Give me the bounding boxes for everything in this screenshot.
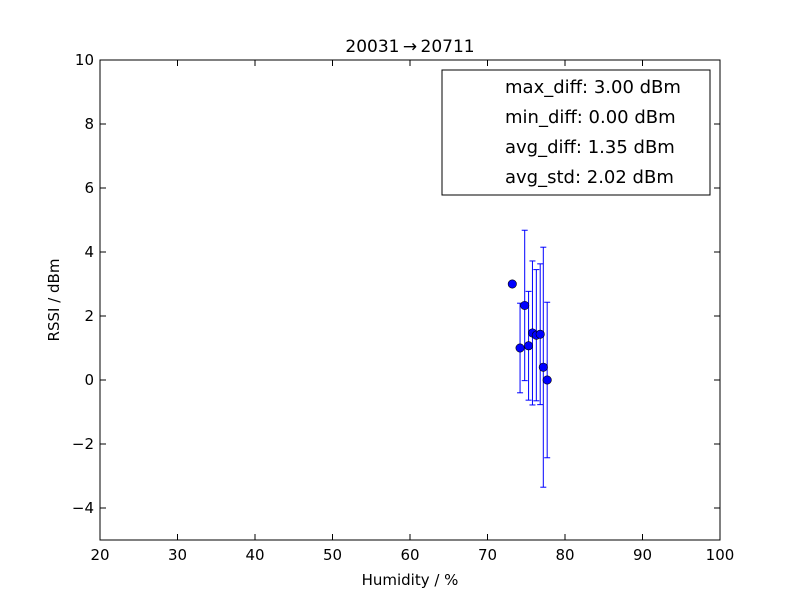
x-tick-label: 90 <box>633 546 652 564</box>
x-tick-label: 20 <box>90 546 109 564</box>
legend-entry-avg-std: avg_std: 2.02 dBm <box>505 167 674 188</box>
data-point <box>515 343 525 353</box>
y-tick-label: 0 <box>84 371 94 389</box>
y-tick-label: −2 <box>72 435 94 453</box>
x-tick-label: 50 <box>323 546 342 564</box>
x-tick-label: 80 <box>555 546 574 564</box>
axis-ticks: 20 30 40 50 60 70 80 90 100 −4 −2 0 2 4 6 8 10 <box>72 51 734 564</box>
x-tick-label: 100 <box>706 546 735 564</box>
chart-title: 20031 → 20711 <box>345 37 474 57</box>
y-tick-label: 2 <box>84 307 94 325</box>
y-tick-label: 10 <box>75 51 94 69</box>
plot-area <box>507 229 552 488</box>
data-point <box>520 300 530 310</box>
y-tick-label: 6 <box>84 179 94 197</box>
data-point <box>535 329 545 339</box>
legend-entry-max-diff: max_diff: 3.00 dBm <box>505 77 681 98</box>
legend-box <box>441 69 711 196</box>
legend-entry-min-diff: min_diff: 0.00 dBm <box>505 107 676 128</box>
data-point <box>524 341 534 351</box>
x-tick-label: 70 <box>478 546 497 564</box>
y-tick-label: 8 <box>84 115 94 133</box>
y-axis-label: RSSI / dBm <box>45 259 63 342</box>
x-tick-label: 30 <box>168 546 187 564</box>
y-tick-label: −4 <box>72 499 94 517</box>
x-tick-label: 40 <box>245 546 264 564</box>
legend-entry-avg-diff: avg_diff: 1.35 dBm <box>505 137 675 158</box>
y-tick-label: 4 <box>84 243 94 261</box>
data-point <box>507 279 517 289</box>
legend: max_diff: 3.00 dBm min_diff: 0.00 dBm av… <box>441 69 711 196</box>
data-point <box>538 362 548 372</box>
x-axis-label: Humidity / % <box>362 571 459 589</box>
data-point <box>542 375 552 385</box>
x-tick-label: 60 <box>400 546 419 564</box>
